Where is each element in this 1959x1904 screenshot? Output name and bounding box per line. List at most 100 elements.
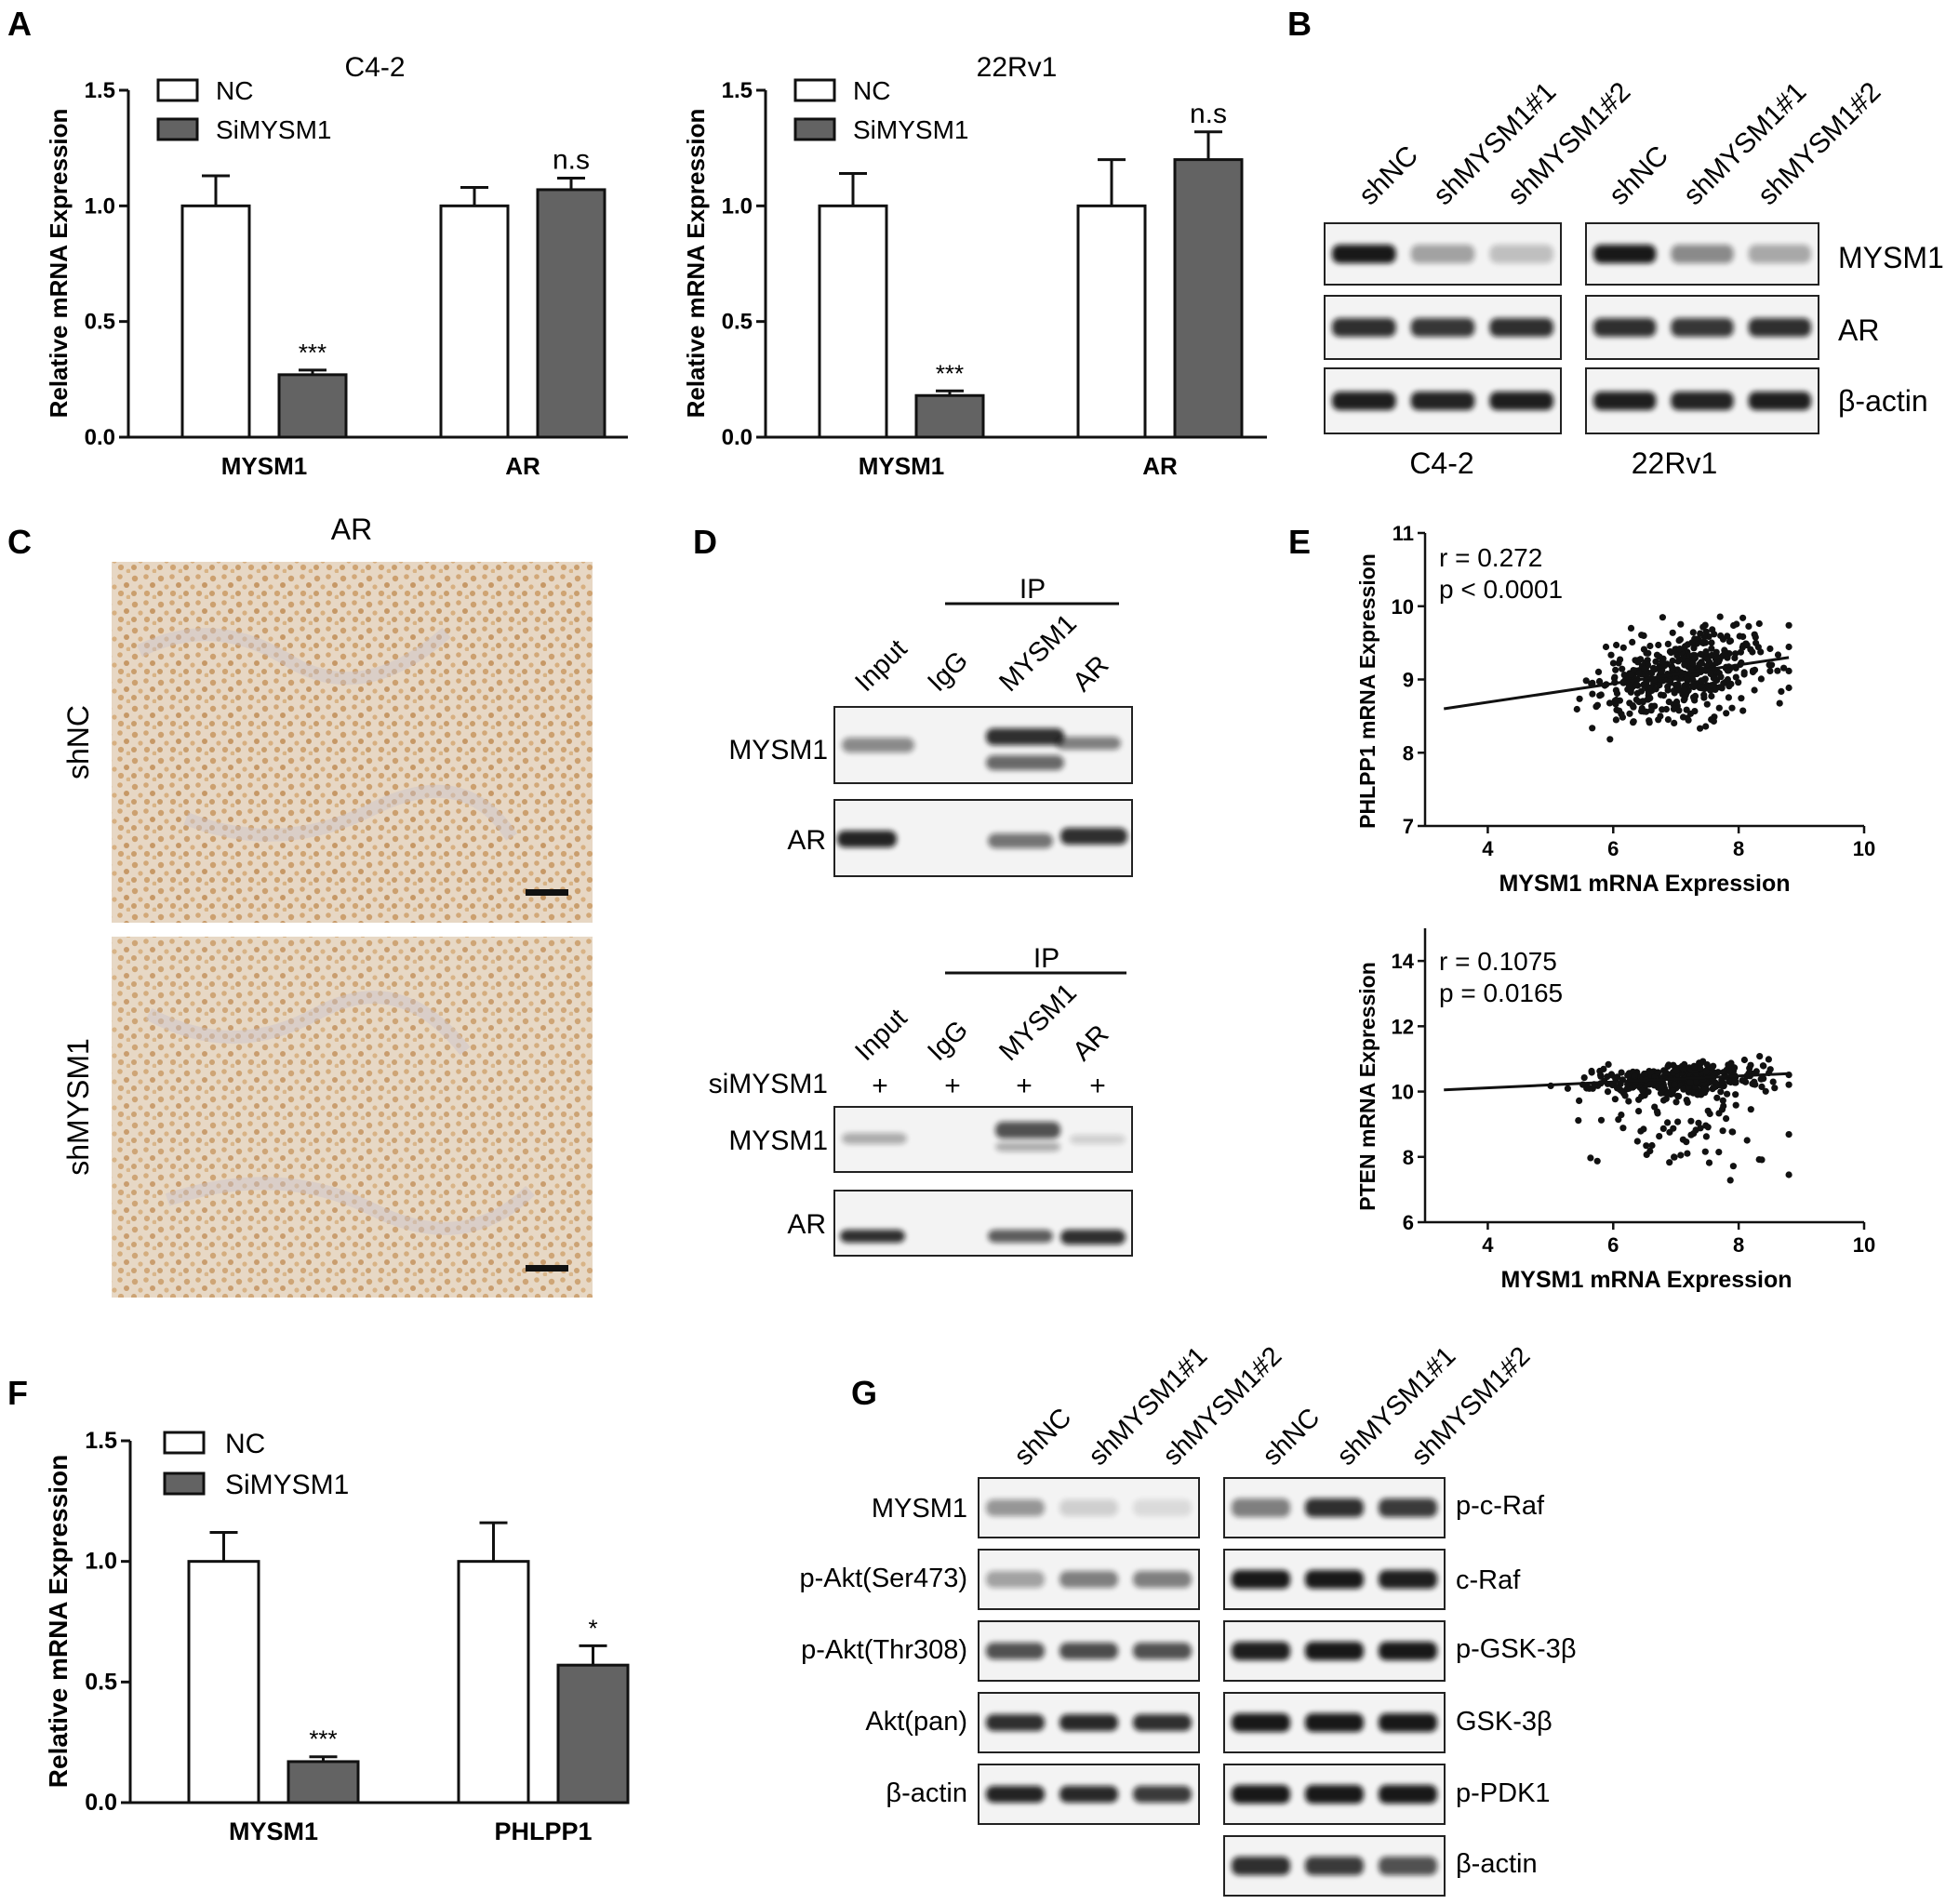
bands	[840, 1230, 1126, 1245]
scatter-point	[1715, 1149, 1723, 1156]
band	[988, 1230, 1053, 1243]
band	[1232, 1785, 1290, 1804]
band	[1133, 1714, 1192, 1731]
scatter-point	[1664, 686, 1672, 694]
scatter-point	[1785, 1131, 1792, 1138]
scatter-point	[1615, 659, 1622, 667]
scatter-point	[1700, 633, 1708, 641]
band	[1748, 245, 1811, 263]
scatter-point	[1698, 682, 1705, 689]
panel-letter-a: A	[7, 5, 32, 43]
scatter-point	[1659, 614, 1666, 621]
scatter-point	[1683, 706, 1690, 713]
scatter-point	[1719, 1127, 1726, 1135]
band	[1059, 1714, 1118, 1731]
scatter-point	[1739, 614, 1747, 621]
scatter-point	[1587, 1154, 1594, 1162]
scatter-point	[1633, 1138, 1641, 1145]
scatter-point	[1665, 699, 1672, 706]
scatter-point	[1740, 669, 1748, 676]
scatter-point	[1719, 1097, 1726, 1104]
scatter-point	[1698, 1091, 1705, 1098]
bar-chart-f: Relative mRNA Expression NC SiMYSM1 0.0 0…	[44, 1428, 630, 1845]
scatter-point	[1712, 659, 1720, 667]
scatter-point	[1635, 1108, 1643, 1115]
scatter-point	[1776, 699, 1783, 707]
scatter-point	[1637, 656, 1645, 663]
scatter-point	[1699, 623, 1707, 631]
y-tick-label: 7	[1403, 815, 1414, 838]
scatter-point	[1593, 1157, 1601, 1165]
scatter-point	[1651, 665, 1659, 673]
band	[840, 1230, 905, 1243]
blot-mysm1-top	[833, 706, 1133, 784]
scatter-point	[1674, 658, 1682, 665]
band	[1133, 1786, 1192, 1803]
chart-title: C4-2	[344, 52, 405, 83]
scatter-point	[1670, 1125, 1677, 1132]
bar-chart-c4-2: C4-2 Relative mRNA Expression NC SiMYSM1…	[45, 52, 628, 480]
scatter-point	[1732, 1101, 1739, 1109]
blot-mysm1-c4-2	[1324, 222, 1562, 286]
scatter-point	[1604, 1073, 1611, 1081]
band	[1232, 1498, 1290, 1517]
bar-chart-22rv1: 22Rv1 Relative mRNA Expression NC SiMYSM…	[682, 52, 1267, 480]
scatter-point	[1728, 704, 1736, 712]
scatter-point	[1609, 659, 1617, 667]
scatter-point	[1707, 686, 1714, 694]
band	[1593, 245, 1657, 263]
band	[1671, 318, 1734, 337]
scatter-point	[1667, 649, 1674, 657]
y-tick-label: 1.0	[85, 1549, 117, 1575]
scatter-point	[1648, 1141, 1656, 1150]
scatter-point	[1692, 1079, 1699, 1086]
regression-line	[1444, 656, 1790, 711]
significance-label: n.s	[553, 144, 590, 175]
y-tick-label: 10	[1392, 595, 1414, 619]
y-tick-label: 12	[1392, 1015, 1414, 1038]
scatter-point	[1708, 692, 1715, 700]
scatter-point	[1613, 1074, 1620, 1082]
scatter-point	[1737, 648, 1744, 656]
scatter-point	[1619, 1125, 1627, 1132]
scatter-point	[1762, 1087, 1769, 1095]
blot-area-top	[833, 706, 1133, 877]
scatter-point	[1675, 1093, 1683, 1100]
band	[986, 1571, 1045, 1588]
y-tick-label: 6	[1403, 1211, 1414, 1234]
y-tick-label: 0.0	[722, 425, 753, 450]
scatter-point	[1669, 629, 1676, 636]
scatter-point	[1695, 1119, 1702, 1126]
scatter-point	[1670, 1061, 1677, 1069]
band	[1305, 1570, 1364, 1589]
row-label-akt-pan: Akt(pan)	[865, 1707, 967, 1737]
scatter-point	[1662, 1069, 1670, 1076]
band	[1305, 1498, 1364, 1517]
blot-ar-top	[833, 799, 1133, 877]
scatter-point	[1732, 1091, 1739, 1098]
blot-right-1	[1223, 1477, 1446, 1538]
band	[995, 1122, 1060, 1138]
scatter-point	[1705, 1159, 1713, 1166]
scatter-point	[1785, 1081, 1792, 1088]
legend-label-simysm1: SiMYSM1	[225, 1470, 349, 1500]
scatter-point	[1708, 639, 1715, 646]
row-label-mysm1: MYSM1	[1838, 241, 1944, 274]
scatter-point	[1726, 1177, 1734, 1184]
x-tick-label: 6	[1607, 837, 1619, 860]
scatter-point	[1677, 1152, 1685, 1159]
scatter-point	[1619, 665, 1626, 672]
scatter-point	[1604, 1088, 1612, 1096]
panel-letter-g: G	[851, 1374, 877, 1412]
blot-left-4	[978, 1692, 1200, 1753]
scatter-point	[1697, 725, 1704, 732]
scatter-point	[1638, 1093, 1646, 1100]
scatter-point	[1690, 683, 1698, 691]
right-row-labels: p-c-Raf c-Raf p-GSK-3β GSK-3β p-PDK1 β-a…	[1456, 1491, 1577, 1879]
scatter-point	[1766, 661, 1773, 669]
panel-e: PHLPP1 mRNA Expression MYSM1 mRNA Expres…	[1355, 522, 1875, 1293]
lane-label: shNC	[1353, 140, 1424, 211]
scatter-point	[1576, 695, 1583, 702]
band	[1332, 318, 1396, 337]
